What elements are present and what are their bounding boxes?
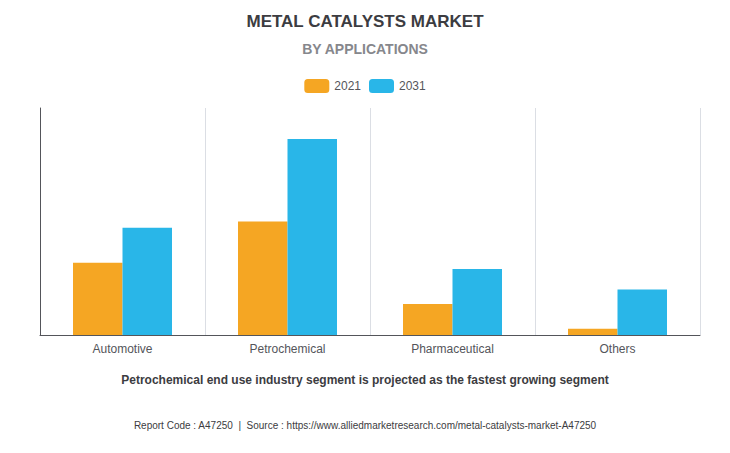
svg-text:METAL CATALYSTS MARKET: METAL CATALYSTS MARKET [246,12,484,31]
svg-text:2021: 2021 [334,79,361,93]
svg-text:2031: 2031 [399,79,426,93]
svg-text:Petrochemical end use industry: Petrochemical end use industry segment i… [121,373,608,387]
svg-text:Pharmaceutical: Pharmaceutical [411,342,494,356]
svg-text:Automotive: Automotive [92,342,152,356]
svg-text:Report Code : A47250 | Sourc: Report Code : A47250 | Source : https://… [134,420,597,431]
svg-text:Petrochemical: Petrochemical [249,342,325,356]
svg-text:Others: Others [599,342,635,356]
svg-text:BY APPLICATIONS: BY APPLICATIONS [302,41,428,57]
